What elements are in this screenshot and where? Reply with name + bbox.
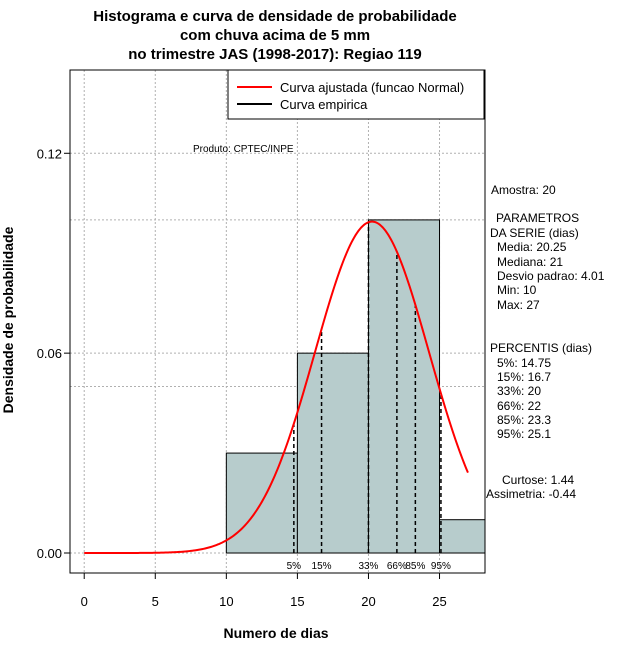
x-tick-label-20: 20 (361, 594, 375, 609)
histogram-bar-3 (439, 519, 486, 554)
stats-param-median: Mediana: 21 (497, 255, 563, 269)
legend-label-fitted: Curva ajustada (funcao Normal) (280, 80, 464, 95)
chart-title-line-3: no trimestre JAS (1998-2017): Regiao 119 (128, 46, 421, 63)
chart-title-line-2: com chuva acima de 5 mm (180, 27, 370, 44)
stats-percentil-5: 5%: 14.75 (497, 356, 551, 370)
histogram-bar-1 (296, 352, 369, 554)
stats-percentil-15: 15%: 16.7 (497, 370, 551, 384)
x-axis: 0 5 10 15 20 25 (81, 573, 447, 609)
stats-curtose: Curtose: 1.44 (502, 473, 574, 487)
x-tick-label-5: 5 (152, 594, 159, 609)
stats-sample: Amostra: 20 (491, 183, 556, 197)
histogram-bars (225, 219, 486, 554)
percentile-label-3: 66% (387, 561, 407, 572)
y-tick-label-0_00: 0.00 (37, 546, 62, 561)
legend: Curva ajustada (funcao Normal) Curva emp… (227, 69, 485, 120)
stats-assimetria: Assimetria: -0.44 (486, 487, 576, 501)
y-axis: 0.00 0.06 0.12 (37, 146, 70, 561)
stats-param-min: Min: 10 (497, 283, 537, 297)
x-tick-label-0: 0 (81, 594, 88, 609)
stats-percentis-header: PERCENTIS (dias) (490, 341, 592, 355)
y-axis-label: Densidade de probabilidade (0, 226, 16, 413)
chart-title-line-1: Histograma e curva de densidade de proba… (93, 8, 456, 25)
percentile-label-5: 95% (431, 561, 451, 572)
histogram-bar-2 (367, 219, 441, 554)
stats-param-mean: Media: 20.25 (497, 240, 567, 254)
stats-param-max: Max: 27 (497, 298, 540, 312)
stats-param-sd: Desvio padrao: 4.01 (497, 269, 605, 283)
normal-curve-line (84, 220, 469, 555)
legend-label-empirical: Curva empirica (280, 97, 368, 112)
stats-percentil-95: 95%: 25.1 (497, 427, 551, 441)
x-tick-label-25: 25 (432, 594, 446, 609)
percentile-label-0: 5% (287, 561, 302, 572)
x-tick-label-15: 15 (290, 594, 304, 609)
stats-percentil-85: 85%: 23.3 (497, 413, 551, 427)
product-label: Produto: CPTEC/INPE (193, 144, 294, 155)
stats-percentil-66: 66%: 22 (497, 399, 541, 413)
y-tick-label-0_06: 0.06 (37, 346, 62, 361)
percentile-label-1: 15% (312, 561, 332, 572)
stats-params-header-2: DA SERIE (dias) (490, 226, 579, 240)
stats-params-header-1: PARAMETROS (496, 211, 579, 225)
stats-percentil-33: 33%: 20 (497, 384, 541, 398)
stats-panel: Amostra: 20 PARAMETROS DA SERIE (dias) M… (486, 183, 605, 501)
percentile-lines: 5% 15% 33% 66%85% 95% (287, 222, 451, 572)
x-tick-label-10: 10 (219, 594, 233, 609)
x-axis-label: Numero de dias (223, 625, 328, 641)
y-tick-label-0_12: 0.12 (37, 146, 62, 161)
percentile-label-2: 33% (358, 561, 378, 572)
normal-curve-group (84, 220, 469, 555)
legend-box (227, 69, 485, 120)
percentile-label-4: 85% (405, 561, 425, 572)
